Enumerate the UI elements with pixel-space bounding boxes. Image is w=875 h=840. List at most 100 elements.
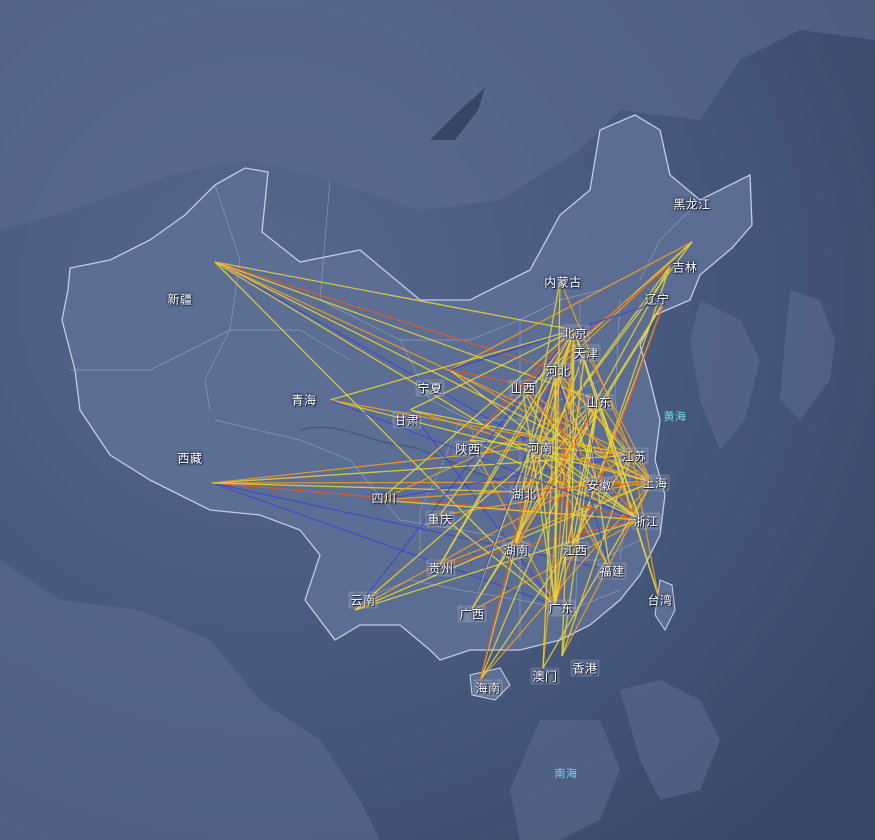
label-shandong[interactable]: 山东 [584,393,614,411]
flow-line-shaanxi-beijing [469,329,575,441]
label-guangdong[interactable]: 广东 [546,599,576,617]
flow-line-beijing-zhejiang [573,329,641,521]
flow-line-hainan-shanghai [479,481,653,681]
flow-line-chongqing-guangdong [439,514,556,606]
label-shanghai[interactable]: 上海 [640,474,670,492]
flow-line-ningxia-beijing [449,329,575,371]
flow-line-sichuan-beijing [379,329,575,501]
flow-line-anhui-beijing [573,329,599,485]
label-neimenggu[interactable]: 内蒙古 [544,275,582,290]
flow-line-yunnan-zhejiang [354,519,641,611]
flow-line-hainan-hebei [479,369,557,681]
flow-line-hunan-hebei [514,369,557,549]
flow-line-neimenggu-guangdong [554,279,561,606]
flow-line-yunnan-beijing [354,329,575,611]
label-tianjin[interactable]: 天津 [571,344,601,362]
flow-line-qinghai-beijing [329,329,575,401]
flow-line-hainan-shandong [479,399,599,681]
flow-line-shandong-shanghai [597,399,653,483]
flow-line-hubei-beijing [521,329,575,493]
label-gansu[interactable]: 甘肃 [392,411,422,429]
flow-line-shanxi-shanghai [521,385,653,483]
flow-line-tianjin-guangdong [554,349,586,606]
label-macau[interactable]: 澳门 [530,667,560,685]
label-qinghai[interactable]: 青海 [291,393,317,408]
flow-line-qinghai-jiangsu [329,399,633,456]
flow-line-shandong-guangdong [554,399,599,606]
label-henan[interactable]: 河南 [525,439,555,457]
flow-line-macau-hebei [542,369,557,669]
flow-line-jilin-shanxi [521,265,671,387]
label-anhui[interactable]: 安徽 [584,476,614,494]
flow-line-hebei-jiangsu [555,369,633,456]
flow-line-fujian-henan [537,446,611,571]
flow-line-shanxi-guangdong [521,385,556,606]
flow-line-tianjin-shanghai [584,349,653,483]
flow-line-chongqing-shanghai [439,481,653,516]
label-jiangxi[interactable]: 江西 [560,541,590,559]
label-jilin[interactable]: 吉林 [672,260,698,275]
flow-line-heilongjiang-hebei [555,241,693,371]
flow-line-shanxi-zhejiang [521,385,641,521]
label-yunnan[interactable]: 云南 [348,591,378,609]
label-hongkong[interactable]: 香港 [570,659,600,677]
flow-lines [211,241,693,681]
label-guangxi[interactable]: 广西 [457,605,487,623]
flow-line-hubei-shanghai [521,481,653,493]
flow-line-xizang-guangdong [211,482,556,606]
label-yellow-sea[interactable]: 黄海 [663,410,687,423]
flow-line-gansu-beijing [409,329,575,411]
flow-line-jiangxi-shandong [571,399,599,549]
flow-line-neimenggu-jiangsu [559,279,633,456]
label-xizang[interactable]: 西藏 [177,451,203,466]
taiwan-island [654,579,676,631]
label-hubei[interactable]: 湖北 [509,485,539,503]
label-hainan[interactable]: 海南 [473,679,503,697]
flow-line-xinjiang-jiangsu [214,261,633,456]
flow-line-jiangxi-beijing [571,329,575,549]
label-taiwan[interactable]: 台湾 [647,593,673,608]
label-shanxi[interactable]: 山西 [508,379,538,397]
label-zhejiang[interactable]: 浙江 [631,512,661,530]
label-shaanxi[interactable]: 陕西 [453,440,483,458]
label-heilongjiang[interactable]: 黑龙江 [673,197,711,212]
flow-line-qinghai-zhejiang [329,399,641,521]
flow-line-yunnan-shanghai [354,481,653,611]
flow-line-macau-beijing [542,329,575,669]
flow-line-xizang-shanghai [211,481,653,484]
flow-line-anhui-shanxi [521,385,599,485]
flow-line-hongkong-jiangsu [561,454,633,657]
flow-line-chongqing-beijing [439,329,575,516]
flow-line-guizhou-beijing [439,329,575,566]
lake [430,88,485,140]
flow-line-xinjiang-shandong [214,261,599,401]
flow-line-sichuan-zhejiang [379,499,641,521]
label-sichuan[interactable]: 四川 [371,491,397,506]
label-south-sea[interactable]: 南海 [554,767,578,780]
flow-line-hubei-shandong [521,399,599,493]
label-fujian[interactable]: 福建 [597,562,627,580]
flow-line-gansu-jiangsu [409,409,633,456]
hainan-island [469,667,511,701]
label-chongqing[interactable]: 重庆 [425,510,455,528]
flow-line-henan-guangdong [537,446,556,606]
flow-line-qinghai-shanghai [329,399,653,483]
label-beijing[interactable]: 北京 [560,324,590,342]
flow-line-zhejiang-hubei [521,491,641,521]
flow-line-guangxi-shandong [469,399,599,613]
flow-line-neimenggu-hubei [521,279,561,493]
label-ningxia[interactable]: 宁夏 [415,379,445,397]
flow-line-hunan-tianjin [514,349,586,549]
label-liaoning[interactable]: 辽宁 [644,292,670,307]
flow-line-heilongjiang-shaanxi [469,241,693,441]
flow-line-xinjiang-beijing [214,261,575,331]
label-hebei[interactable]: 河北 [543,362,573,380]
label-jiangsu[interactable]: 江苏 [619,447,649,465]
flow-line-xizang-fujian [211,482,611,571]
label-guizhou[interactable]: 贵州 [426,559,456,577]
label-xinjiang[interactable]: 新疆 [167,292,193,307]
label-hunan[interactable]: 湖南 [501,541,531,559]
